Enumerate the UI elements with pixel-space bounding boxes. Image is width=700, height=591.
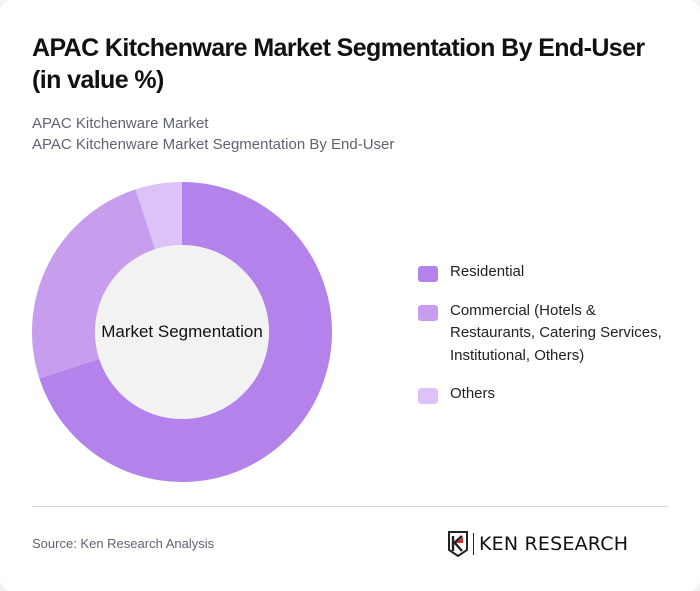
- legend-swatch: [418, 304, 438, 321]
- chart-legend: Residential Commercial (Hotels & Restaur…: [418, 261, 678, 422]
- donut-hole: [95, 245, 269, 419]
- chart-subtitle: APAC Kitchenware Market APAC Kitchenware…: [32, 113, 394, 155]
- legend-swatch: [418, 266, 438, 282]
- ken-research-shield-icon: [448, 531, 468, 557]
- ken-research-logo: KEN RESEARCH: [447, 530, 628, 558]
- footer-divider: [32, 506, 668, 507]
- donut-slice-others[interactable]: [135, 182, 182, 250]
- donut-slice-residential[interactable]: [39, 182, 332, 482]
- subtitle-line-2: APAC Kitchenware Market Segmentation By …: [32, 136, 395, 153]
- logo-text: KEN RESEARCH: [479, 533, 629, 555]
- subtitle-line-1: APAC Kitchenware Market: [32, 115, 209, 132]
- legend-label: Others: [450, 385, 496, 402]
- donut-center-label: Market Segmentation: [101, 322, 263, 341]
- logo-separator: [473, 533, 474, 555]
- donut-svg: [32, 182, 332, 482]
- donut-chart: Market Segmentation: [32, 182, 332, 482]
- legend-item-residential[interactable]: Residential: [418, 261, 678, 284]
- legend-swatch: [418, 388, 438, 404]
- legend-label: Commercial (Hotels & Restaurants, Cateri…: [450, 301, 662, 364]
- legend-item-commercial[interactable]: Commercial (Hotels & Restaurants, Cateri…: [418, 300, 678, 368]
- donut-slice-commercial[interactable]: [32, 189, 156, 379]
- legend-item-others[interactable]: Others: [418, 383, 678, 406]
- legend-label: Residential: [450, 263, 525, 280]
- source-note: Source: Ken Research Analysis: [32, 536, 215, 551]
- chart-title: APAC Kitchenware Market Segmentation By …: [32, 34, 645, 94]
